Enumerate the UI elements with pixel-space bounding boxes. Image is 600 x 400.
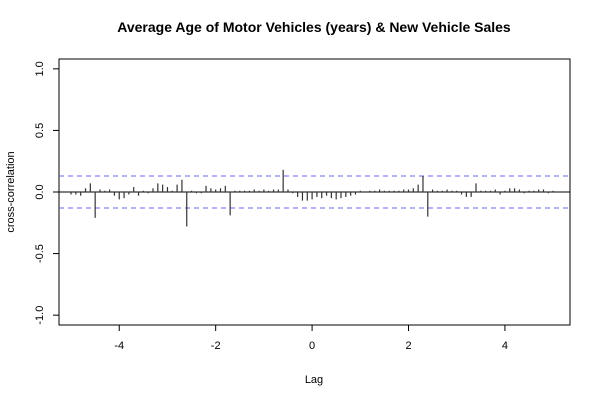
x-axis: -4 -2 0 2 4: [114, 324, 508, 352]
y-tick-label: -0.5: [34, 244, 46, 263]
chart-title: Average Age of Motor Vehicles (years) & …: [117, 19, 511, 35]
x-tick-label: 4: [502, 340, 508, 352]
x-tick-label: 2: [405, 340, 411, 352]
x-tick-label: 0: [309, 340, 315, 352]
y-tick-label: 0.0: [34, 184, 46, 199]
ccf-bars: [70, 169, 554, 227]
y-axis: -1.0 -0.5 0.0 0.5 1.0: [34, 61, 60, 325]
y-tick-label: -1.0: [34, 306, 46, 325]
x-tick-label: -2: [211, 340, 221, 352]
y-tick-label: 0.5: [34, 123, 46, 138]
y-tick-label: 1.0: [34, 61, 46, 76]
y-axis-label: cross-correlation: [5, 151, 17, 232]
x-tick-label: -4: [114, 340, 124, 352]
x-axis-label: Lag: [305, 374, 323, 386]
confidence-bands: [59, 175, 570, 209]
